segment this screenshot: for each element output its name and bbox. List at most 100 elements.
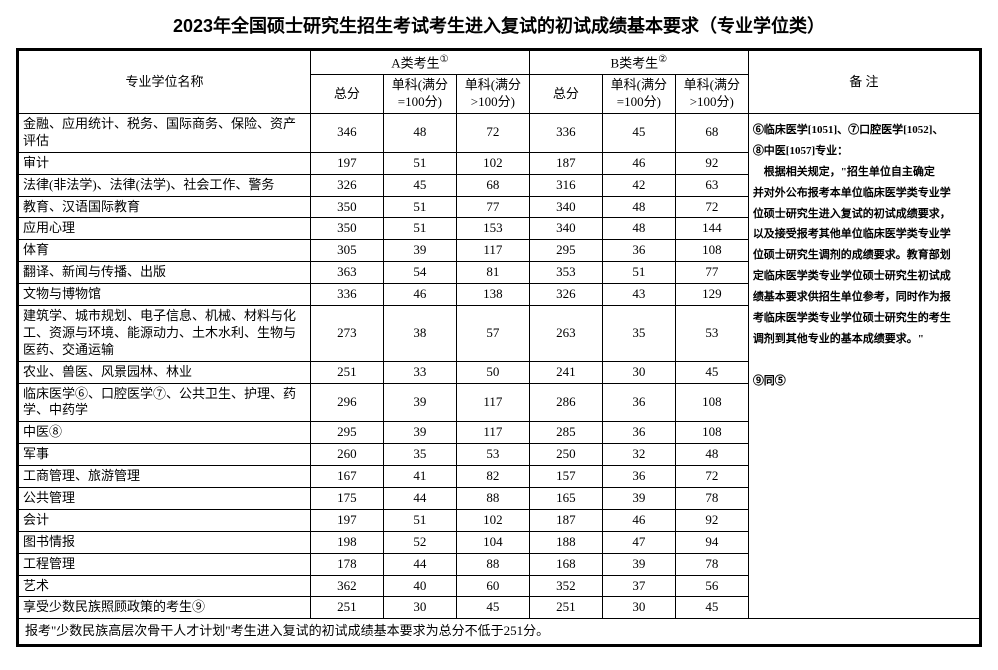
header-b-sub100: 单科(满分=100分) bbox=[602, 75, 675, 114]
table-row: 金融、应用统计、税务、国际商务、保险、资产评估34648723364568⑥临床… bbox=[19, 114, 980, 153]
score-cell: 48 bbox=[675, 444, 748, 466]
row-name: 工程管理 bbox=[19, 553, 311, 575]
score-cell: 48 bbox=[602, 196, 675, 218]
score-cell: 316 bbox=[529, 174, 602, 196]
score-cell: 138 bbox=[456, 284, 529, 306]
score-cell: 92 bbox=[675, 152, 748, 174]
row-name: 体育 bbox=[19, 240, 311, 262]
row-name: 审计 bbox=[19, 152, 311, 174]
score-cell: 197 bbox=[310, 152, 383, 174]
score-cell: 44 bbox=[383, 488, 456, 510]
score-cell: 352 bbox=[529, 575, 602, 597]
score-cell: 51 bbox=[602, 262, 675, 284]
score-cell: 295 bbox=[310, 422, 383, 444]
score-cell: 187 bbox=[529, 509, 602, 531]
header-b-subover: 单科(满分>100分) bbox=[675, 75, 748, 114]
score-cell: 35 bbox=[602, 306, 675, 362]
score-cell: 45 bbox=[602, 114, 675, 153]
score-cell: 36 bbox=[602, 383, 675, 422]
row-name: 军事 bbox=[19, 444, 311, 466]
row-name: 工商管理、旅游管理 bbox=[19, 466, 311, 488]
score-cell: 37 bbox=[602, 575, 675, 597]
score-cell: 94 bbox=[675, 531, 748, 553]
score-cell: 68 bbox=[456, 174, 529, 196]
score-cell: 153 bbox=[456, 218, 529, 240]
score-cell: 363 bbox=[310, 262, 383, 284]
score-cell: 60 bbox=[456, 575, 529, 597]
score-cell: 57 bbox=[456, 306, 529, 362]
score-cell: 50 bbox=[456, 361, 529, 383]
score-cell: 39 bbox=[383, 422, 456, 444]
score-cell: 336 bbox=[310, 284, 383, 306]
score-cell: 197 bbox=[310, 509, 383, 531]
table-wrapper: 专业学位名称 A类考生① B类考生② 备 注 总分 单科(满分=100分) 单科… bbox=[16, 48, 982, 647]
header-a-subover: 单科(满分>100分) bbox=[456, 75, 529, 114]
header-remark: 备 注 bbox=[748, 51, 979, 114]
score-cell: 250 bbox=[529, 444, 602, 466]
score-cell: 51 bbox=[383, 218, 456, 240]
score-cell: 350 bbox=[310, 218, 383, 240]
header-a-total: 总分 bbox=[310, 75, 383, 114]
score-cell: 47 bbox=[602, 531, 675, 553]
score-cell: 51 bbox=[383, 196, 456, 218]
row-name: 会计 bbox=[19, 509, 311, 531]
page-title: 2023年全国硕士研究生招生考试考生进入复试的初试成绩基本要求（专业学位类） bbox=[16, 12, 982, 38]
score-cell: 78 bbox=[675, 553, 748, 575]
header-a-sub100: 单科(满分=100分) bbox=[383, 75, 456, 114]
score-cell: 82 bbox=[456, 466, 529, 488]
score-cell: 251 bbox=[310, 361, 383, 383]
score-cell: 45 bbox=[383, 174, 456, 196]
score-cell: 36 bbox=[602, 422, 675, 444]
score-cell: 187 bbox=[529, 152, 602, 174]
remark-body: ⑥临床医学[1051]、⑦口腔医学[1052]、⑧中医[1057]专业： 根据相… bbox=[748, 114, 979, 619]
score-cell: 72 bbox=[456, 114, 529, 153]
header-b-total: 总分 bbox=[529, 75, 602, 114]
score-cell: 167 bbox=[310, 466, 383, 488]
row-name: 农业、兽医、风景园林、林业 bbox=[19, 361, 311, 383]
score-cell: 53 bbox=[456, 444, 529, 466]
score-cell: 68 bbox=[675, 114, 748, 153]
score-cell: 46 bbox=[383, 284, 456, 306]
score-cell: 39 bbox=[602, 553, 675, 575]
score-cell: 81 bbox=[456, 262, 529, 284]
score-cell: 188 bbox=[529, 531, 602, 553]
score-cell: 273 bbox=[310, 306, 383, 362]
score-cell: 260 bbox=[310, 444, 383, 466]
header-name: 专业学位名称 bbox=[19, 51, 311, 114]
score-table: 专业学位名称 A类考生① B类考生② 备 注 总分 单科(满分=100分) 单科… bbox=[18, 50, 980, 645]
row-name: 翻译、新闻与传播、出版 bbox=[19, 262, 311, 284]
score-cell: 40 bbox=[383, 575, 456, 597]
score-cell: 39 bbox=[383, 383, 456, 422]
row-name: 艺术 bbox=[19, 575, 311, 597]
score-cell: 45 bbox=[675, 361, 748, 383]
score-cell: 32 bbox=[602, 444, 675, 466]
row-name: 文物与博物馆 bbox=[19, 284, 311, 306]
score-cell: 178 bbox=[310, 553, 383, 575]
row-name: 应用心理 bbox=[19, 218, 311, 240]
score-cell: 88 bbox=[456, 488, 529, 510]
row-name: 享受少数民族照顾政策的考生⑨ bbox=[19, 597, 311, 619]
row-name: 中医⑧ bbox=[19, 422, 311, 444]
score-cell: 44 bbox=[383, 553, 456, 575]
footer-note: 报考"少数民族高层次骨干人才计划"考生进入复试的初试成绩基本要求为总分不低于25… bbox=[19, 619, 980, 645]
score-cell: 39 bbox=[383, 240, 456, 262]
score-cell: 340 bbox=[529, 218, 602, 240]
score-cell: 157 bbox=[529, 466, 602, 488]
row-name: 建筑学、城市规划、电子信息、机械、材料与化工、资源与环境、能源动力、土木水利、生… bbox=[19, 306, 311, 362]
score-cell: 263 bbox=[529, 306, 602, 362]
score-cell: 305 bbox=[310, 240, 383, 262]
score-cell: 48 bbox=[383, 114, 456, 153]
score-cell: 78 bbox=[675, 488, 748, 510]
score-cell: 340 bbox=[529, 196, 602, 218]
score-cell: 251 bbox=[529, 597, 602, 619]
score-cell: 43 bbox=[602, 284, 675, 306]
score-cell: 295 bbox=[529, 240, 602, 262]
score-cell: 165 bbox=[529, 488, 602, 510]
score-cell: 30 bbox=[602, 361, 675, 383]
score-cell: 38 bbox=[383, 306, 456, 362]
score-cell: 36 bbox=[602, 240, 675, 262]
score-cell: 168 bbox=[529, 553, 602, 575]
score-cell: 63 bbox=[675, 174, 748, 196]
score-cell: 39 bbox=[602, 488, 675, 510]
score-cell: 51 bbox=[383, 152, 456, 174]
